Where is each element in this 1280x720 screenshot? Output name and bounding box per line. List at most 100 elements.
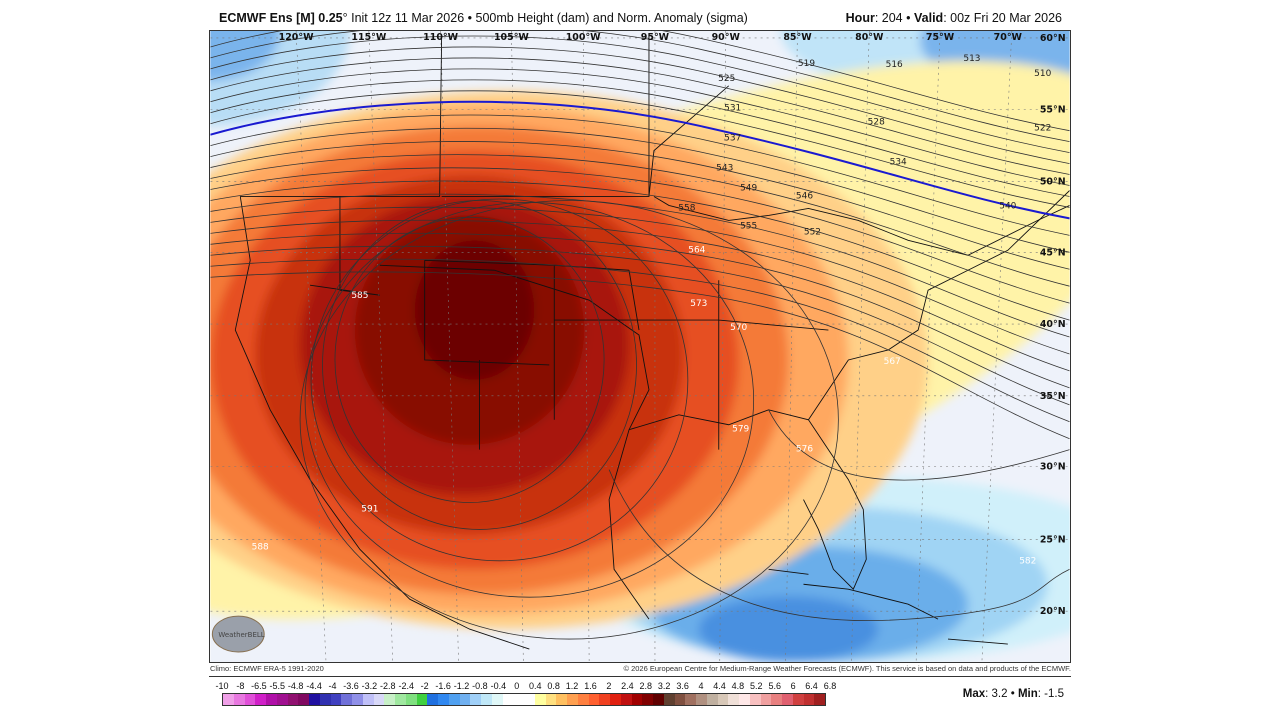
colorbar-swatch: [395, 694, 406, 705]
max-label: Max: [962, 688, 986, 700]
lat-lon-grid: [210, 31, 1070, 662]
height-contour: [334, 217, 605, 503]
height-contour: [210, 167, 1070, 304]
latitude-label: 30°N: [1040, 462, 1066, 473]
colorbar-tick: -3.2: [361, 681, 378, 691]
colorbar-tick: 5.2: [750, 681, 763, 691]
colorbar-swatch: [803, 694, 815, 705]
colorbar-swatch: [233, 694, 245, 705]
colorbar-swatch: [749, 694, 761, 705]
height-contour: [210, 31, 1070, 132]
map-canvas: 510 513 516 519 522 525 528 531 534 537 540 543 546 5…: [210, 31, 1070, 662]
contour-label: 576: [796, 445, 813, 455]
latitude-label: 40°N: [1040, 319, 1066, 330]
colorbar-swatch: [287, 694, 299, 705]
colorbar-swatch: [706, 694, 718, 705]
longitude-label: 120°W: [279, 32, 314, 43]
height-contour: [768, 409, 1070, 481]
contour-label: 555: [740, 221, 757, 231]
caribbean-islands: [768, 568, 1008, 645]
colorbar-swatch: [739, 694, 750, 705]
contour-label: 522: [1034, 124, 1051, 134]
init-time: Init 12z 11 Mar 2026: [351, 11, 465, 25]
colorbar-swatch: [588, 694, 600, 705]
longitude-label: 85°W: [783, 32, 812, 43]
forecast-map: 510 513 516 519 522 525 528 531 534 537 540 543 546 5…: [209, 30, 1071, 663]
colorbar-swatch: [760, 694, 772, 705]
height-contour: [210, 46, 1070, 164]
colorbar-swatch: [298, 694, 309, 705]
height-contour: [322, 200, 637, 530]
colorbar-tick: -0.8: [472, 681, 488, 691]
colorbar-tick: 2: [606, 681, 612, 691]
height-contour: [210, 57, 1070, 175]
height-contour: [210, 114, 1070, 236]
longitude-label: 80°W: [855, 32, 884, 43]
contour-label: 510: [1034, 69, 1051, 79]
contour-label: 513: [963, 54, 980, 64]
divider: [209, 676, 1071, 677]
colorbar-tick: 4: [698, 681, 704, 691]
colorbar-swatch: [459, 694, 471, 705]
longitude-label: 95°W: [641, 32, 670, 43]
colorbar-swatch: [653, 694, 664, 705]
colorbar-tick: -4.4: [306, 681, 322, 691]
colorbar-swatch: [481, 694, 492, 705]
colorbar-swatch: [373, 694, 385, 705]
contour-label: 534: [890, 158, 907, 168]
colorbar-tick: -5.5: [269, 681, 286, 691]
copyright-note: © 2026 European Centre for Medium-Range …: [623, 664, 1071, 673]
colorbar-tick: 6.4: [805, 681, 818, 691]
colorbar-tick: -1.6: [435, 681, 451, 691]
longitude-label: 105°W: [494, 32, 529, 43]
colorbar-swatch: [319, 694, 331, 705]
contour-label: 558: [678, 203, 695, 213]
colorbar-swatch: [384, 694, 395, 705]
height-contour: [210, 79, 1070, 197]
latitude-labels: 60°N 55°N 50°N 45°N 40°N 35°N 30°N 25°N 20°N: [1040, 33, 1066, 617]
colorbar-tick: 2.4: [621, 681, 634, 691]
meridian-line: [295, 31, 327, 662]
max-value: 3.2: [991, 688, 1008, 700]
hour-label: Hour: [845, 11, 875, 25]
contour-label: 588: [252, 542, 269, 552]
contour-label: 552: [804, 227, 821, 237]
colorbar-tick: 2.8: [639, 681, 653, 691]
height-contours: [210, 31, 1070, 640]
longitude-label: 115°W: [351, 32, 386, 43]
latitude-label: 55°N: [1040, 105, 1066, 116]
height-contour: [210, 193, 1070, 338]
colorbar-swatch: [771, 694, 782, 705]
longitude-label: 90°W: [712, 32, 741, 43]
contour-label: 579: [732, 425, 749, 435]
logo-text: WeatherBELL: [218, 631, 264, 639]
height-contour: [310, 198, 689, 562]
height-contour: [210, 271, 1070, 440]
colorbar-tick: 4.8: [731, 681, 745, 691]
colorbar-tick: -2.8: [380, 681, 396, 691]
colorbar-swatch: [513, 694, 524, 705]
colorbar-swatch: [330, 694, 342, 705]
valid-time: Hour: 204 • Valid: 00z Fri 20 Mar 2026: [845, 11, 1062, 25]
latitude-label: 60°N: [1040, 33, 1066, 44]
latitude-label: 45°N: [1040, 247, 1066, 258]
contour-label: 543: [716, 164, 733, 174]
colorbar-tick: -1.2: [453, 681, 470, 691]
colorbar-swatch: [427, 694, 438, 705]
colorbar-swatch: [448, 694, 460, 705]
model-name: ECMWF Ens [M] 0.25: [219, 11, 343, 25]
colorbar-swatch: [631, 694, 643, 705]
colorbar-swatch: [567, 694, 578, 705]
contour-label: 570: [730, 323, 747, 333]
colorbar-swatch: [599, 694, 610, 705]
colorbar-swatch: [470, 694, 481, 705]
colorbar-swatch: [416, 694, 428, 705]
longitude-label: 110°W: [423, 32, 458, 43]
min-value: -1.5: [1044, 688, 1064, 700]
colorbar-swatch: [782, 694, 793, 705]
colorbar-tick: -3.6: [343, 681, 359, 691]
colorbar-swatch: [438, 694, 449, 705]
colorbar-swatch: [502, 694, 514, 705]
colorbar-tick: 0.8: [547, 681, 560, 691]
colorbar-swatch: [352, 694, 363, 705]
